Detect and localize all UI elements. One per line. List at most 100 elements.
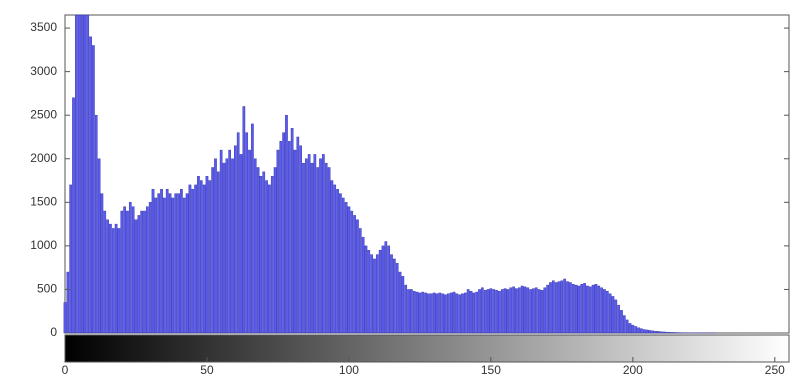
bar bbox=[97, 158, 101, 334]
bar bbox=[375, 254, 379, 334]
bar bbox=[197, 175, 200, 334]
bar bbox=[563, 278, 567, 334]
bar bbox=[529, 289, 532, 334]
bar bbox=[463, 292, 467, 334]
y-tick-label: 1000 bbox=[30, 238, 57, 252]
y-tick-label: 3000 bbox=[30, 64, 57, 78]
bar bbox=[665, 331, 669, 334]
y-tick-label: 2000 bbox=[30, 151, 57, 165]
bar bbox=[211, 167, 214, 334]
bar bbox=[492, 289, 496, 334]
bar bbox=[134, 219, 138, 334]
bar bbox=[438, 292, 442, 334]
bar bbox=[248, 149, 251, 334]
x-tick-label: 200 bbox=[623, 363, 643, 377]
bar bbox=[242, 106, 246, 334]
bar bbox=[418, 292, 422, 334]
bar bbox=[475, 291, 479, 334]
bar bbox=[495, 290, 498, 334]
bar bbox=[83, 14, 87, 334]
bar bbox=[410, 289, 413, 334]
bar bbox=[577, 285, 581, 334]
bar bbox=[208, 180, 212, 334]
bar bbox=[603, 289, 606, 334]
bar bbox=[478, 289, 481, 334]
bar bbox=[446, 293, 450, 334]
plot-area bbox=[64, 14, 790, 334]
x-tick-label: 50 bbox=[200, 363, 214, 377]
bar bbox=[151, 189, 155, 334]
bar bbox=[571, 284, 575, 334]
bar bbox=[148, 202, 152, 334]
bar bbox=[268, 184, 271, 334]
bar bbox=[415, 291, 419, 334]
bar bbox=[671, 332, 674, 334]
bar bbox=[137, 215, 141, 334]
bar bbox=[239, 154, 243, 334]
bar bbox=[566, 281, 569, 334]
bar bbox=[165, 189, 169, 334]
bar bbox=[333, 184, 337, 334]
bar bbox=[319, 158, 322, 334]
bar bbox=[515, 288, 518, 334]
bar bbox=[302, 162, 305, 334]
x-tick-label: 100 bbox=[339, 363, 359, 377]
bar bbox=[540, 290, 544, 334]
bar bbox=[316, 167, 320, 334]
bar bbox=[330, 180, 334, 334]
bar bbox=[225, 158, 229, 334]
bar bbox=[407, 289, 410, 334]
bar bbox=[435, 293, 439, 334]
bar bbox=[174, 193, 178, 334]
bar bbox=[344, 202, 348, 334]
bar bbox=[265, 180, 268, 334]
bar bbox=[395, 263, 399, 334]
bar bbox=[512, 286, 515, 334]
bar bbox=[498, 290, 501, 334]
bar bbox=[594, 284, 598, 334]
bar bbox=[458, 294, 461, 334]
bar bbox=[123, 206, 126, 334]
bar bbox=[591, 284, 595, 334]
bar bbox=[185, 193, 189, 334]
bar bbox=[605, 290, 609, 334]
bar bbox=[631, 324, 635, 334]
bar bbox=[69, 184, 73, 334]
bar bbox=[393, 258, 396, 334]
bar bbox=[441, 293, 444, 334]
bar bbox=[651, 330, 655, 334]
bar bbox=[140, 210, 143, 334]
bar bbox=[327, 167, 331, 334]
bar bbox=[662, 331, 666, 334]
bar bbox=[361, 236, 365, 334]
bar bbox=[234, 145, 237, 334]
x-tick-label: 0 bbox=[62, 363, 69, 377]
bar bbox=[554, 282, 558, 334]
bar bbox=[276, 149, 280, 334]
bar bbox=[543, 287, 547, 334]
bar bbox=[282, 132, 285, 334]
bar bbox=[481, 287, 484, 334]
bar bbox=[163, 197, 166, 334]
bar bbox=[483, 290, 487, 334]
bar bbox=[199, 180, 203, 334]
bar bbox=[106, 219, 109, 334]
bar bbox=[586, 285, 589, 334]
bar bbox=[364, 245, 368, 334]
bar bbox=[157, 193, 161, 334]
bar bbox=[637, 327, 640, 334]
bar bbox=[273, 167, 277, 334]
bar bbox=[657, 331, 660, 334]
bar bbox=[202, 184, 206, 334]
bar bbox=[387, 245, 391, 334]
bar bbox=[313, 154, 317, 334]
bar bbox=[640, 328, 643, 334]
bar bbox=[427, 293, 430, 334]
bar bbox=[111, 228, 115, 334]
y-tick-label: 3500 bbox=[30, 20, 57, 34]
bar bbox=[77, 14, 81, 334]
bar bbox=[109, 223, 112, 334]
bar bbox=[131, 206, 135, 334]
bar bbox=[546, 284, 550, 334]
bar bbox=[622, 315, 626, 334]
